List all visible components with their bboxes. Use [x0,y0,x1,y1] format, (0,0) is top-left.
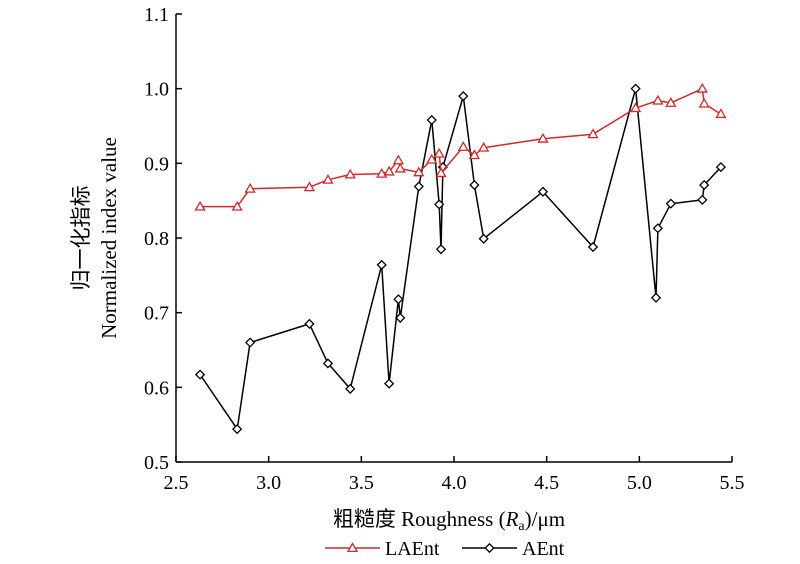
x-ticks: 2.5 3.0 3.5 4.0 4.5 5.0 5.5 [164,456,745,494]
data-point-laent [435,167,447,178]
data-point-laent [194,200,206,211]
y-axis-label-cn: 归一化指标 [69,186,93,291]
data-point-laent [433,147,445,158]
data-point-aent [630,83,641,94]
data-point-laent [303,181,316,192]
data-point-aent [322,358,334,369]
data-point-laent [394,162,406,173]
data-point-laent [478,141,490,152]
x-tick-label: 5.5 [720,472,745,494]
data-point-aent [458,91,469,102]
data-point-aent [587,241,599,253]
x-axis-label: 粗糙度 Roughness (Ra)/μm [333,507,565,534]
data-point-laent [392,154,405,165]
y-tick-label: 0.6 [144,377,169,399]
series-aent [194,83,726,435]
data-point-aent [537,186,549,197]
data-point-aent [478,233,489,244]
y-tick-label: 0.8 [144,228,169,250]
data-point-aent [384,378,395,389]
x-tick-label: 2.5 [164,472,189,494]
data-point-laent [665,97,677,107]
legend-item-laent: LAEnt [325,538,440,560]
data-point-aent [304,318,315,329]
data-point-laent [652,94,664,105]
data-point-aent [194,369,206,380]
data-point-laent [696,82,708,93]
x-tick-label: 3.0 [256,472,281,494]
axes [175,14,732,463]
data-point-aent [434,199,445,210]
data-point-laent [468,149,481,160]
legend-label-aent: AEnt [522,538,565,560]
data-point-aent [376,259,387,270]
y-tick-label: 1.1 [144,4,169,26]
x-tick-label: 4.0 [442,472,467,494]
y-axis-label-en: Normalized index value [97,137,121,339]
x-tick-label: 4.5 [534,472,559,494]
series-line-aent [199,87,722,430]
series-laent [194,82,727,211]
legend-label-laent: LAEnt [385,538,440,560]
legend-marker-laent [346,542,359,553]
data-point-aent [435,244,447,255]
y-tick-label: 0.9 [144,153,169,175]
x-tick-label: 5.0 [627,472,652,494]
data-point-laent [457,141,469,151]
y-tick-label: 1.0 [144,79,169,101]
data-point-aent [699,179,710,191]
data-point-aent [393,294,404,305]
data-point-laent [244,182,256,193]
data-point-aent [715,161,726,173]
data-point-aent [426,114,437,126]
data-point-aent [345,383,356,394]
data-point-aent [650,292,662,303]
data-point-aent [413,181,424,192]
data-point-laent [715,108,727,119]
y-tick-label: 0.5 [144,452,169,474]
data-point-laent [413,166,425,177]
data-point-laent [383,165,395,176]
data-point-aent [395,312,406,324]
data-point-aent [469,179,480,191]
data-point-laent [231,200,243,211]
data-point-laent [587,128,599,139]
data-point-aent [232,424,243,435]
legend: LAEnt AEnt [325,538,565,560]
data-point-laent [426,153,438,164]
data-point-aent [665,198,676,209]
x-tick-label: 3.5 [349,472,374,494]
data-point-laent [630,102,642,113]
y-tick-label: 0.7 [144,303,169,325]
data-point-laent [344,168,356,179]
data-point-aent [697,194,708,206]
data-point-laent [322,173,334,184]
data-point-aent [245,337,256,348]
data-point-laent [698,97,710,108]
legend-item-aent: AEnt [462,538,565,560]
legend-marker-aent [484,542,495,554]
y-ticks: 0.5 0.6 0.7 0.8 0.9 1.0 1.1 [144,4,182,474]
data-point-aent [652,223,663,234]
data-point-laent [537,132,549,143]
plot-area [194,82,727,435]
